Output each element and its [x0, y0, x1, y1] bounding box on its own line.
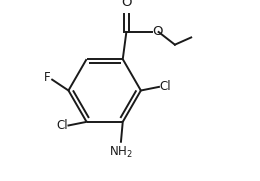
Text: F: F — [44, 71, 50, 84]
Text: O: O — [153, 25, 163, 38]
Text: Cl: Cl — [56, 119, 68, 132]
Text: O: O — [121, 0, 132, 9]
Text: Cl: Cl — [160, 80, 172, 93]
Text: NH$_2$: NH$_2$ — [109, 144, 133, 160]
